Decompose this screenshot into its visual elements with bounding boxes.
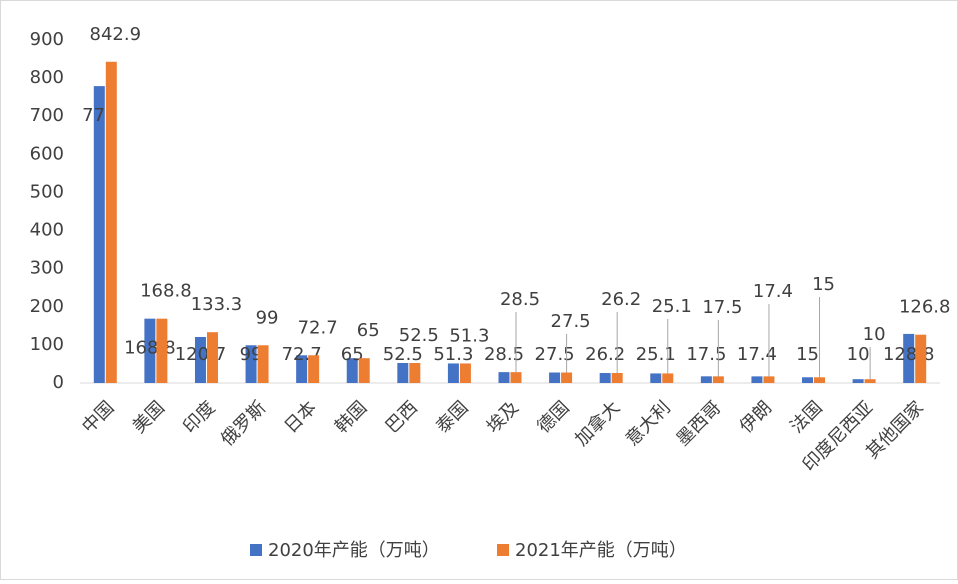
bar bbox=[397, 362, 409, 383]
data-label: 15 bbox=[796, 344, 819, 365]
data-label: 168.8 bbox=[124, 338, 176, 359]
data-label: 133.3 bbox=[191, 294, 243, 315]
bar bbox=[447, 363, 459, 383]
bar bbox=[751, 376, 763, 383]
bar bbox=[459, 363, 471, 383]
data-label: 52.5 bbox=[399, 325, 439, 346]
data-label: 842.9 bbox=[90, 24, 142, 45]
data-label: 99 bbox=[240, 344, 263, 365]
bar bbox=[864, 379, 876, 383]
y-tick-label: 300 bbox=[30, 258, 64, 279]
y-tick-label: 400 bbox=[30, 220, 64, 241]
bar bbox=[700, 376, 712, 383]
data-label: 99 bbox=[256, 307, 279, 328]
bar bbox=[296, 355, 308, 383]
bar bbox=[814, 377, 826, 383]
bar bbox=[308, 355, 320, 383]
bar bbox=[852, 379, 864, 383]
y-tick-label: 700 bbox=[30, 105, 64, 126]
data-label: 27.5 bbox=[551, 311, 591, 332]
y-tick-label: 500 bbox=[30, 181, 64, 202]
y-tick-label: 900 bbox=[30, 29, 64, 50]
data-label: 10 bbox=[863, 324, 886, 345]
bar bbox=[194, 336, 206, 383]
bar bbox=[662, 373, 674, 383]
data-label: 27.5 bbox=[535, 344, 575, 365]
data-label: 25.1 bbox=[652, 296, 692, 317]
data-label: 28.5 bbox=[484, 344, 524, 365]
bar bbox=[105, 61, 117, 383]
bar bbox=[346, 358, 358, 383]
data-label: 65 bbox=[357, 320, 380, 341]
bar bbox=[358, 358, 370, 383]
y-tick-label: 800 bbox=[30, 67, 64, 88]
data-label: 126.8 bbox=[899, 297, 951, 318]
bar bbox=[915, 334, 927, 383]
bar bbox=[561, 372, 573, 383]
bar bbox=[498, 372, 510, 383]
bar bbox=[611, 373, 623, 383]
bar bbox=[650, 373, 662, 383]
data-label: 128.8 bbox=[883, 344, 935, 365]
data-label: 17.5 bbox=[686, 344, 726, 365]
bar bbox=[903, 333, 915, 383]
legend-swatch bbox=[250, 544, 262, 556]
data-label: 52.5 bbox=[383, 344, 423, 365]
legend-swatch bbox=[497, 544, 509, 556]
y-tick-label: 200 bbox=[30, 296, 64, 317]
data-label: 65 bbox=[341, 344, 364, 365]
data-label: 17.5 bbox=[702, 297, 742, 318]
bar bbox=[257, 345, 269, 383]
data-label: 17.4 bbox=[753, 281, 793, 302]
bar bbox=[93, 86, 105, 383]
data-label: 72.7 bbox=[298, 317, 338, 338]
data-label: 17.4 bbox=[737, 344, 777, 365]
data-label: 28.5 bbox=[500, 289, 540, 310]
bar bbox=[510, 372, 522, 383]
bar bbox=[144, 318, 156, 383]
bar bbox=[549, 372, 561, 383]
y-tick-label: 600 bbox=[30, 143, 64, 164]
data-label: 26.2 bbox=[601, 289, 641, 310]
data-label: 25.1 bbox=[636, 344, 676, 365]
y-tick-label: 100 bbox=[30, 334, 64, 355]
bar bbox=[802, 377, 814, 383]
y-tick-label: 0 bbox=[53, 372, 64, 393]
data-label: 15 bbox=[812, 274, 835, 295]
legend-label: 2021年产能（万吨） bbox=[515, 540, 687, 561]
bar bbox=[156, 318, 168, 383]
data-label: 120.7 bbox=[175, 344, 227, 365]
data-label: 51.3 bbox=[449, 325, 489, 346]
data-label: 10 bbox=[847, 344, 870, 365]
bar bbox=[245, 345, 257, 383]
bar bbox=[763, 376, 775, 383]
bar bbox=[712, 376, 724, 383]
legend-label: 2020年产能（万吨） bbox=[268, 540, 440, 561]
data-label: 168.8 bbox=[140, 281, 192, 302]
data-label: 26.2 bbox=[585, 344, 625, 365]
bar bbox=[599, 373, 611, 383]
bar bbox=[409, 362, 421, 383]
data-label: 51.3 bbox=[433, 344, 473, 365]
bar bbox=[206, 332, 218, 383]
